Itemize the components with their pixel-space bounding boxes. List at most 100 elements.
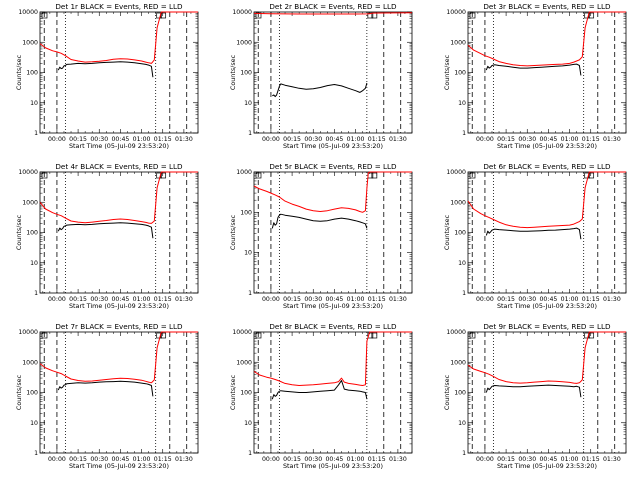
chart-title: Det 1r BLACK = Events, RED = LLD	[55, 2, 183, 11]
x-tick-label: 01:15	[154, 296, 172, 303]
y-axis-label: Counts/sec	[15, 214, 23, 250]
chart-panel-8: Det 8r BLACK = Events, RED = LLD 1 10 100 10…	[229, 322, 413, 470]
y-tick-label: 100	[240, 209, 252, 216]
x-tick-label: 00:45	[539, 296, 557, 303]
events-series-line	[57, 380, 154, 397]
y-tick-label: 10000	[446, 9, 466, 16]
x-tick-label: 00:30	[90, 296, 108, 303]
x-tick-label: 01:00	[561, 456, 579, 463]
plot-frame	[253, 11, 413, 134]
events-series-line	[271, 380, 368, 400]
events-series-line	[272, 82, 368, 98]
x-tick-label: 01:15	[368, 296, 386, 303]
x-tick-label: 00:00	[476, 456, 494, 463]
x-tick-label: 00:45	[325, 136, 343, 143]
x-tick-label: 00:00	[262, 456, 280, 463]
x-tick-label: 00:00	[476, 136, 494, 143]
x-tick-label: 00:45	[111, 456, 129, 463]
y-axis-label: Counts/sec	[229, 214, 237, 250]
x-tick-label: 00:15	[69, 296, 87, 303]
chart-panel-7: Det 7r BLACK = Events, RED = LLD 1 10 100 10…	[15, 322, 199, 470]
x-tick-label: 00:15	[497, 296, 515, 303]
flag-box-marker	[156, 12, 163, 19]
y-tick-label: 10	[244, 250, 252, 257]
plot-frame	[467, 171, 627, 294]
flag-box-marker	[371, 172, 378, 179]
y-tick-label: 1	[248, 450, 252, 457]
x-tick-label: 01:30	[389, 456, 407, 463]
flag-box-marker	[469, 12, 476, 19]
y-tick-label: 10	[244, 420, 252, 427]
y-axis-label: Counts/sec	[443, 54, 451, 90]
x-tick-label: 00:30	[518, 136, 536, 143]
y-axis-label: Counts/sec	[15, 374, 23, 410]
x-tick-label: 00:00	[262, 136, 280, 143]
x-tick-label: 01:00	[133, 136, 151, 143]
y-tick-label: 1	[34, 130, 38, 137]
events-series-line	[485, 63, 582, 76]
chart-panel-1: Det 1r BLACK = Events, RED = LLD 1 10 100 10…	[15, 2, 199, 150]
y-tick-label: 1000	[236, 39, 252, 46]
x-axis-label: Start Time (05-Jul-09 23:53:20)	[497, 142, 597, 150]
y-tick-label: 10000	[18, 9, 38, 16]
x-tick-label: 01:30	[603, 136, 621, 143]
x-tick-label: 00:00	[262, 296, 280, 303]
events-series-line	[485, 227, 582, 240]
flag-box-marker	[255, 12, 262, 19]
x-tick-label: 01:15	[582, 296, 600, 303]
x-tick-label: 00:00	[476, 296, 494, 303]
chart-title: Det 6r BLACK = Events, RED = LLD	[483, 162, 611, 171]
x-tick-label: 01:00	[347, 136, 365, 143]
x-tick-label: 01:15	[154, 136, 172, 143]
flag-box-marker	[584, 332, 591, 339]
lld-series-line	[467, 171, 626, 229]
x-tick-label: 01:15	[154, 456, 172, 463]
x-axis-label: Start Time (05-Jul-09 23:53:20)	[283, 462, 383, 470]
x-axis-label: Start Time (05-Jul-09 23:53:20)	[497, 302, 597, 310]
y-axis-label: Counts/sec	[443, 214, 451, 250]
x-tick-label: 01:30	[175, 296, 193, 303]
x-tick-label: 00:30	[90, 136, 108, 143]
x-tick-label: 00:45	[111, 136, 129, 143]
x-tick-label: 00:45	[539, 136, 557, 143]
flag-box-marker	[584, 12, 591, 19]
x-tick-label: 01:15	[368, 456, 386, 463]
x-tick-label: 00:30	[304, 456, 322, 463]
lld-series-line	[467, 11, 626, 67]
y-tick-label: 1000	[22, 39, 38, 46]
y-axis-label: Counts/sec	[229, 374, 237, 410]
x-tick-label: 00:30	[90, 456, 108, 463]
x-tick-label: 00:00	[48, 456, 66, 463]
x-axis-label: Start Time (05-Jul-09 23:53:20)	[69, 462, 169, 470]
y-tick-label: 100	[26, 390, 38, 397]
chart-panel-9: Det 9r BLACK = Events, RED = LLD 1 10 100 10…	[443, 322, 627, 470]
y-tick-label: 10	[244, 100, 252, 107]
y-tick-label: 100	[240, 70, 252, 77]
y-tick-label: 10	[458, 100, 466, 107]
x-tick-label: 01:15	[582, 456, 600, 463]
y-axis-label: Counts/sec	[443, 374, 451, 410]
chart-title: Det 9r BLACK = Events, RED = LLD	[483, 322, 611, 331]
y-tick-label: 1000	[22, 199, 38, 206]
x-tick-label: 01:30	[175, 456, 193, 463]
x-tick-label: 00:45	[539, 456, 557, 463]
chart-panel-3: Det 3r BLACK = Events, RED = LLD 1 10 100 10…	[443, 2, 627, 150]
x-tick-label: 01:30	[603, 296, 621, 303]
y-tick-label: 10	[30, 260, 38, 267]
flag-box-marker	[41, 12, 48, 19]
x-tick-label: 00:30	[304, 296, 322, 303]
x-tick-label: 00:15	[69, 456, 87, 463]
y-tick-label: 10000	[18, 169, 38, 176]
chart-panel-2: Det 2r BLACK = Events, RED = LLD 1 10 100 10…	[229, 2, 413, 150]
y-tick-label: 10000	[232, 329, 252, 336]
lld-series-line	[253, 12, 413, 15]
y-tick-label: 10000	[446, 329, 466, 336]
x-tick-label: 01:30	[389, 136, 407, 143]
y-tick-label: 10	[458, 420, 466, 427]
x-tick-label: 00:30	[518, 456, 536, 463]
y-tick-label: 100	[454, 230, 466, 237]
chart-panel-6: Det 6r BLACK = Events, RED = LLD 1 10 100 10…	[443, 162, 627, 310]
x-axis-label: Start Time (05-Jul-09 23:53:20)	[497, 462, 597, 470]
chart-title: Det 7r BLACK = Events, RED = LLD	[55, 322, 183, 331]
